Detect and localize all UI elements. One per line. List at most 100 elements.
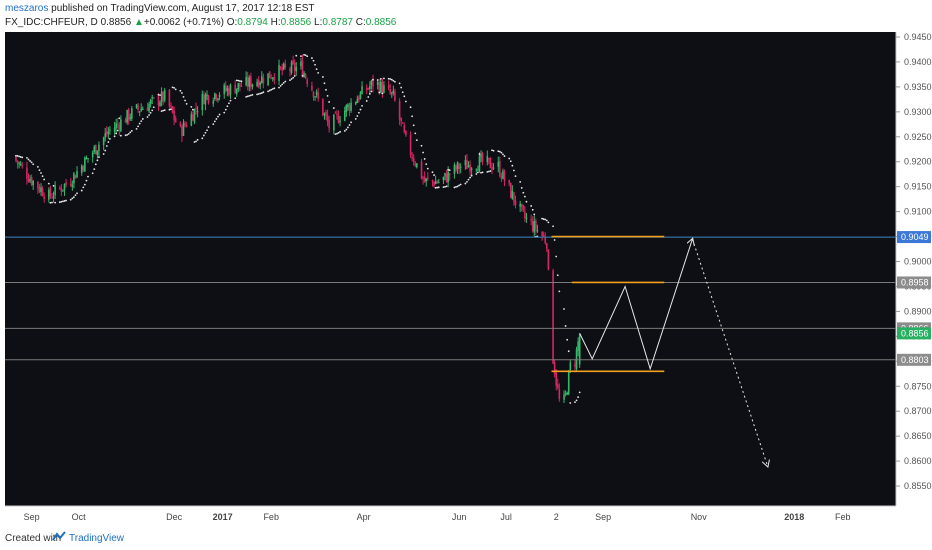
sar-dot [267, 90, 269, 93]
sar-dot [415, 139, 418, 142]
sar-dot [202, 134, 205, 137]
time-axis[interactable] [5, 506, 896, 528]
sar-dot [190, 105, 193, 108]
candle-down [312, 91, 315, 98]
price-axis[interactable] [896, 32, 932, 506]
sar-dot [412, 124, 415, 127]
candle-down [240, 85, 243, 87]
sar-dot [109, 137, 111, 140]
candle-down [268, 71, 271, 79]
sar-dot [184, 99, 186, 102]
sar-dot [207, 126, 210, 128]
x-tick-label: Feb [835, 512, 851, 522]
sar-dot [383, 77, 385, 80]
sar-dot [556, 274, 559, 277]
candle-up [151, 97, 153, 99]
sar-dot [248, 94, 251, 97]
projection-path[interactable] [579, 239, 693, 371]
sar-dot [195, 140, 197, 143]
sar-dot [245, 95, 248, 98]
sar-dot [350, 121, 352, 124]
sar-dot [453, 186, 456, 189]
footer: Created with TradingView [0, 528, 932, 550]
candle-up [18, 163, 20, 165]
sar-dot [107, 141, 110, 143]
candle-down [127, 109, 130, 121]
sar-dot [104, 149, 107, 152]
sar-dot [519, 181, 522, 183]
candle-up [383, 85, 385, 93]
sar-dot [295, 54, 298, 57]
candle-down [348, 105, 351, 111]
sar-dot [509, 160, 512, 163]
sar-dot [544, 218, 547, 221]
sar-dot [32, 163, 35, 166]
candle-down [555, 372, 557, 386]
candle-down [469, 164, 471, 172]
sar-dot [282, 81, 285, 84]
change-up-icon: ▲ [133, 17, 144, 28]
sar-dot [511, 164, 514, 167]
sar-dot [379, 77, 382, 80]
y-tick-label: 0.8600 [904, 456, 932, 466]
candle-up [566, 392, 568, 395]
candle-down [207, 95, 210, 103]
tradingview-link[interactable]: TradingView [69, 533, 125, 544]
sar-dot [74, 194, 77, 197]
sar-dot [497, 150, 500, 153]
candle-down [436, 181, 438, 183]
candle-up [84, 157, 86, 172]
low-label: L: [314, 17, 323, 28]
sar-dot [301, 74, 304, 77]
candle-up [245, 76, 247, 86]
publish-info: published on TradingView.com, August 17,… [48, 3, 315, 14]
sar-dot [157, 93, 160, 96]
plot-area[interactable] [5, 32, 896, 506]
candle-up [113, 127, 116, 132]
candle-down [137, 105, 139, 110]
candle-up [486, 156, 489, 162]
sar-dot [477, 171, 479, 174]
low-value: 0.8787 [322, 17, 353, 28]
sar-dot [226, 105, 229, 108]
x-tick-label: Sep [595, 512, 611, 522]
candle-up [248, 77, 251, 87]
sar-dot [292, 76, 295, 79]
chart-header: meszaros published on TradingView.com, A… [0, 0, 932, 32]
candle-up [261, 76, 263, 84]
candle-down [59, 187, 61, 189]
candle-up [48, 189, 50, 200]
candle-up [190, 114, 193, 126]
sar-dot [257, 93, 260, 95]
candle-down [317, 93, 319, 99]
sar-dot [514, 175, 517, 178]
price-chart[interactable]: 0.9450 0.9400 0.9350 0.9300 0.9250 0.9200 0.91… [0, 32, 932, 528]
sar-dot [273, 87, 276, 90]
sar-dot [76, 192, 78, 195]
sar-dot [224, 108, 227, 111]
candle-down [301, 60, 304, 77]
candle-down [544, 237, 547, 243]
y-tick-label: 0.8550 [904, 481, 932, 491]
candle-up [98, 144, 100, 151]
sar-dot [394, 80, 396, 83]
author-link[interactable]: meszaros [5, 3, 49, 14]
sar-dot [442, 186, 445, 189]
sar-dot [270, 88, 273, 91]
sar-dot [466, 180, 468, 183]
sar-dot [480, 171, 482, 174]
sar-dot [60, 200, 63, 203]
sar-dot [290, 78, 293, 80]
candle-down [304, 74, 307, 78]
sar-dot [193, 141, 196, 143]
candle-up [96, 150, 99, 155]
sar-dot [71, 197, 74, 200]
candle-down [394, 91, 396, 101]
candle-down [508, 180, 511, 184]
sar-dot [434, 186, 437, 189]
sar-dot [332, 107, 335, 109]
close-value: 0.8856 [365, 17, 397, 28]
x-tick-label: Jul [500, 512, 512, 522]
symbol-label[interactable]: FX_IDC:CHFEUR, D [5, 17, 98, 28]
candle-down [292, 60, 294, 64]
